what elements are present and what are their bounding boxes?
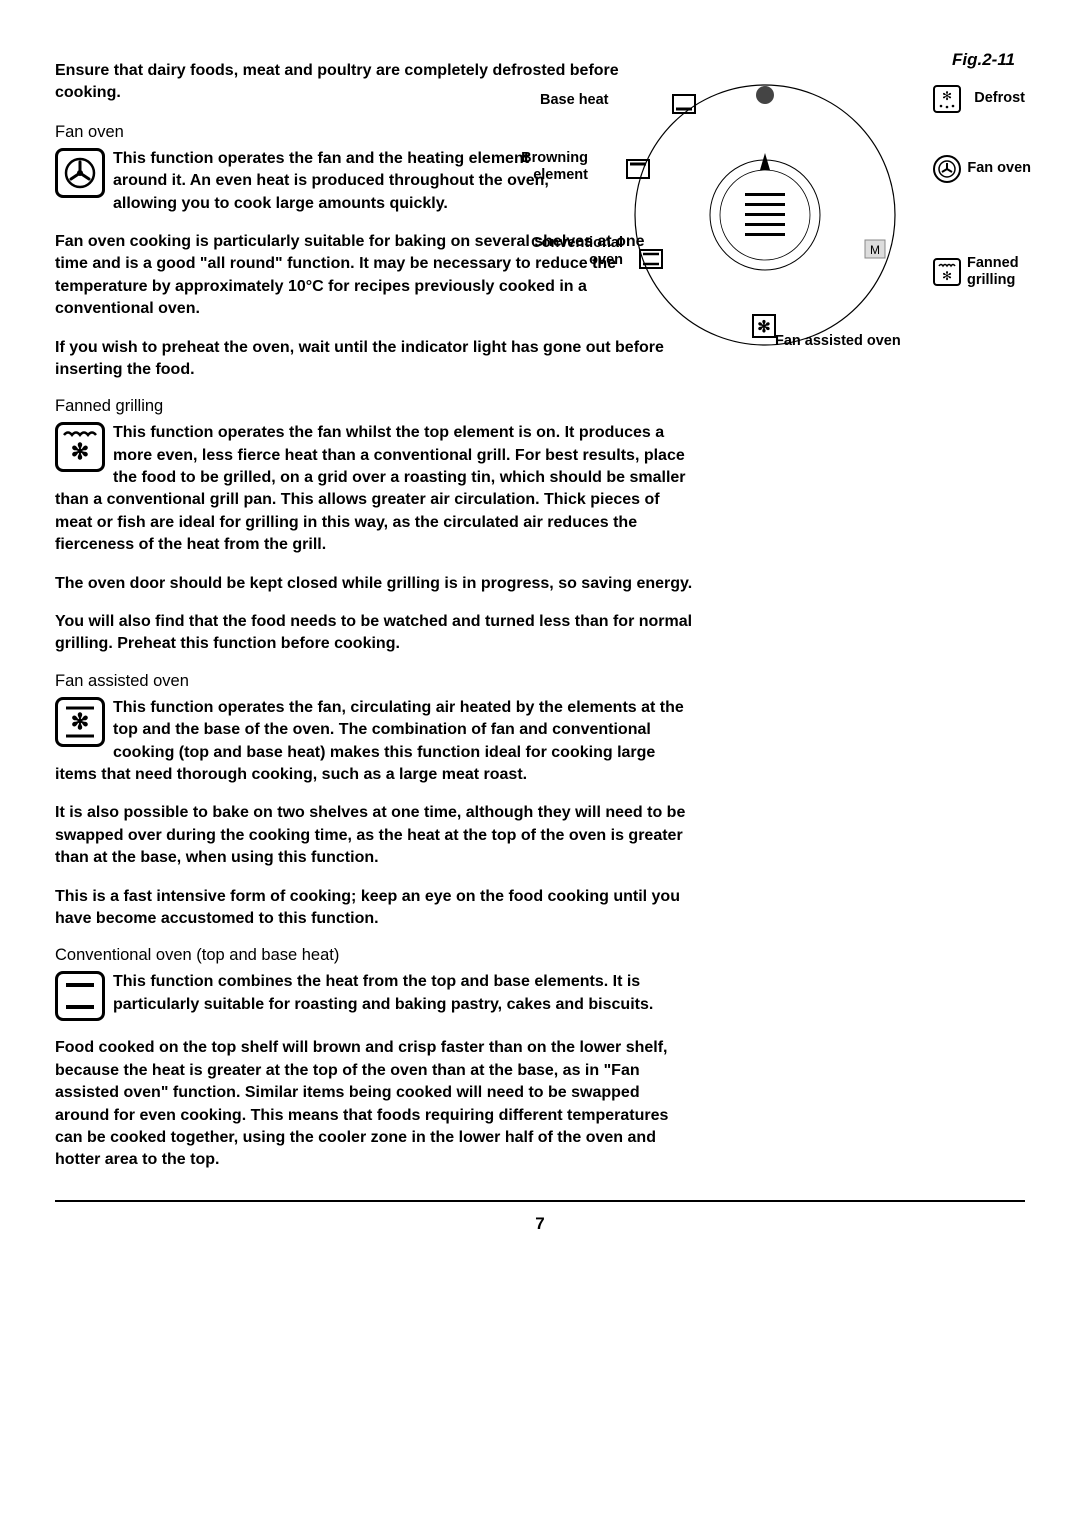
- conventional-p2: Food cooked on the top shelf will brown …: [55, 1037, 695, 1171]
- label-browning: Browning element: [513, 150, 588, 185]
- label-fan-assisted: Fan assisted oven: [775, 333, 901, 350]
- fanoven-small-icon: [933, 155, 961, 183]
- fanoven-p1: This function operates the fan and the h…: [113, 150, 549, 212]
- svg-text:✻: ✻: [71, 439, 89, 464]
- svg-text:✻: ✻: [942, 89, 952, 103]
- fanoven-icon: [55, 148, 105, 198]
- label-conventional: Conventional oven: [513, 235, 623, 270]
- fan-assisted-title: Fan assisted oven: [55, 672, 1025, 691]
- fanned-grilling-icon: ✻: [55, 422, 105, 472]
- oven-dial-figure: Fig.2-11: [495, 50, 1025, 360]
- fanned-grilling-small-icon: ✻: [933, 258, 961, 286]
- defrost-icon: ✻: [933, 85, 961, 113]
- fan-assisted-p1: This function operates the fan, circulat…: [55, 699, 684, 783]
- dial-diagram: ✻ M: [585, 75, 945, 355]
- fan-assisted-p2: It is also possible to bake on two shelv…: [55, 802, 695, 869]
- fan-assisted-p3: This is a fast intensive form of cooking…: [55, 886, 695, 931]
- svg-text:✻: ✻: [942, 269, 952, 283]
- fanned-grilling-p2: The oven door should be kept closed whil…: [55, 573, 695, 595]
- fan-assisted-icon: ✻: [55, 697, 105, 747]
- fanned-grilling-p1: This function operates the fan whilst th…: [55, 424, 686, 553]
- conventional-title: Conventional oven (top and base heat): [55, 946, 1025, 965]
- label-fanned-grilling: Fanned grilling: [967, 255, 1027, 290]
- label-fanoven: Fan oven: [967, 160, 1031, 177]
- label-defrost: Defrost: [974, 90, 1025, 107]
- footer-divider: [55, 1200, 1025, 1202]
- svg-text:✻: ✻: [757, 319, 770, 336]
- svg-text:✻: ✻: [71, 709, 89, 734]
- page-number: 7: [55, 1214, 1025, 1234]
- svg-text:M: M: [870, 243, 880, 257]
- fanned-grilling-title: Fanned grilling: [55, 397, 1025, 416]
- figure-caption: Fig.2-11: [952, 50, 1015, 70]
- conventional-icon: [55, 971, 105, 1021]
- label-baseheat: Base heat: [540, 92, 609, 109]
- fanned-grilling-p3: You will also find that the food needs t…: [55, 611, 695, 656]
- conventional-p1: This function combines the heat from the…: [113, 973, 653, 1012]
